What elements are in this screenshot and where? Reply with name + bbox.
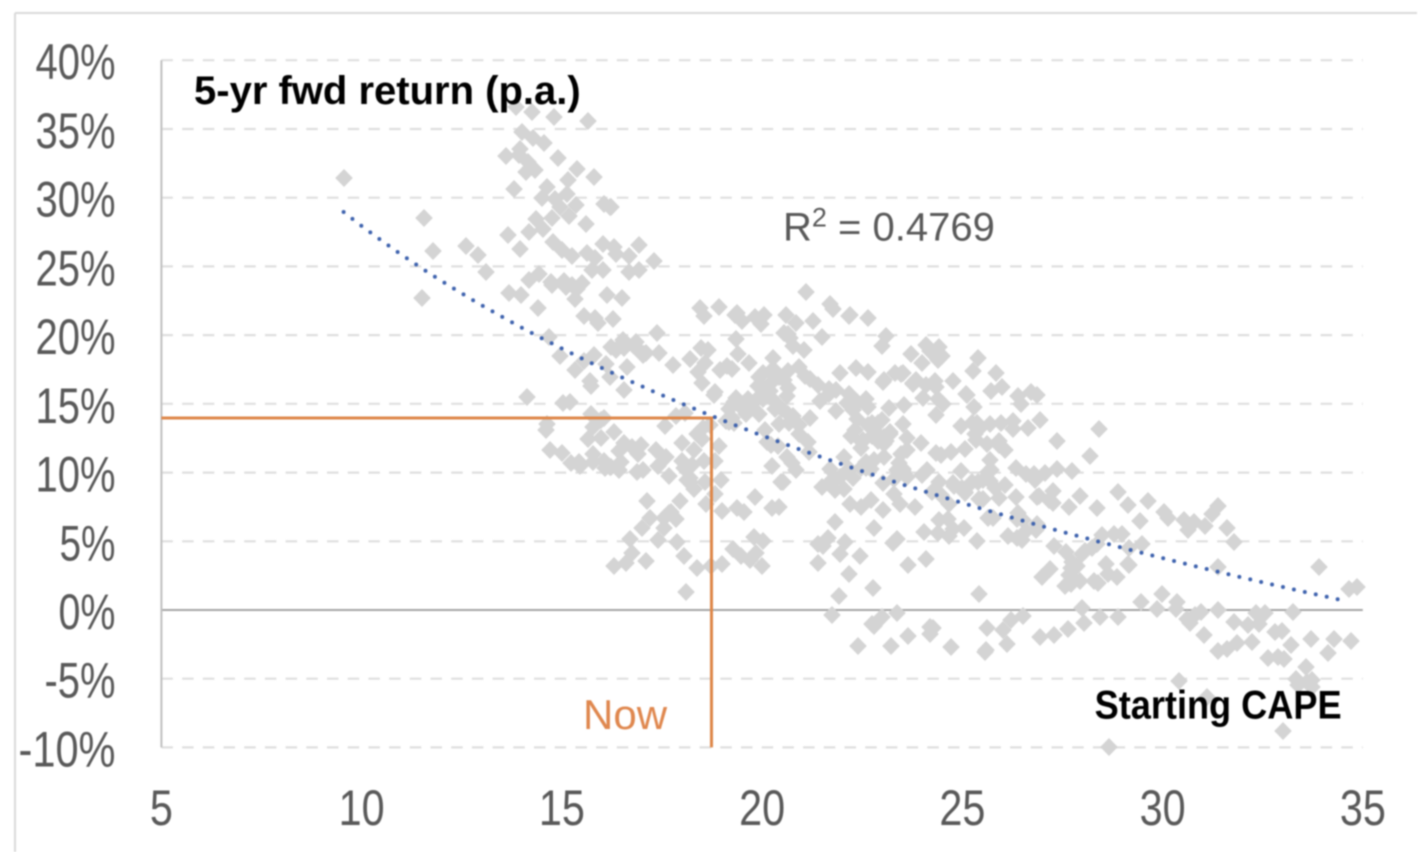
svg-text:5-yr fwd return (p.a.): 5-yr fwd return (p.a.)	[194, 69, 581, 113]
svg-text:5: 5	[150, 780, 173, 836]
svg-text:R2 = 0.4769: R2 = 0.4769	[783, 203, 995, 250]
svg-text:25%: 25%	[36, 240, 116, 296]
svg-text:35%: 35%	[36, 103, 116, 159]
svg-text:20: 20	[739, 780, 785, 836]
svg-text:0%: 0%	[59, 584, 116, 640]
svg-text:35: 35	[1340, 780, 1386, 836]
svg-text:5%: 5%	[60, 515, 116, 571]
svg-text:10: 10	[339, 780, 385, 836]
svg-text:15: 15	[539, 780, 585, 836]
svg-text:Starting CAPE: Starting CAPE	[1095, 684, 1342, 728]
svg-text:30: 30	[1140, 780, 1186, 836]
svg-text:-5%: -5%	[45, 653, 116, 709]
svg-text:40%: 40%	[36, 34, 116, 90]
svg-text:-10%: -10%	[19, 721, 116, 777]
svg-text:10%: 10%	[36, 447, 116, 503]
svg-text:30%: 30%	[36, 172, 116, 228]
svg-text:15%: 15%	[36, 378, 116, 434]
svg-text:25: 25	[939, 780, 985, 836]
svg-text:20%: 20%	[36, 309, 116, 365]
svg-text:Now: Now	[583, 691, 668, 738]
